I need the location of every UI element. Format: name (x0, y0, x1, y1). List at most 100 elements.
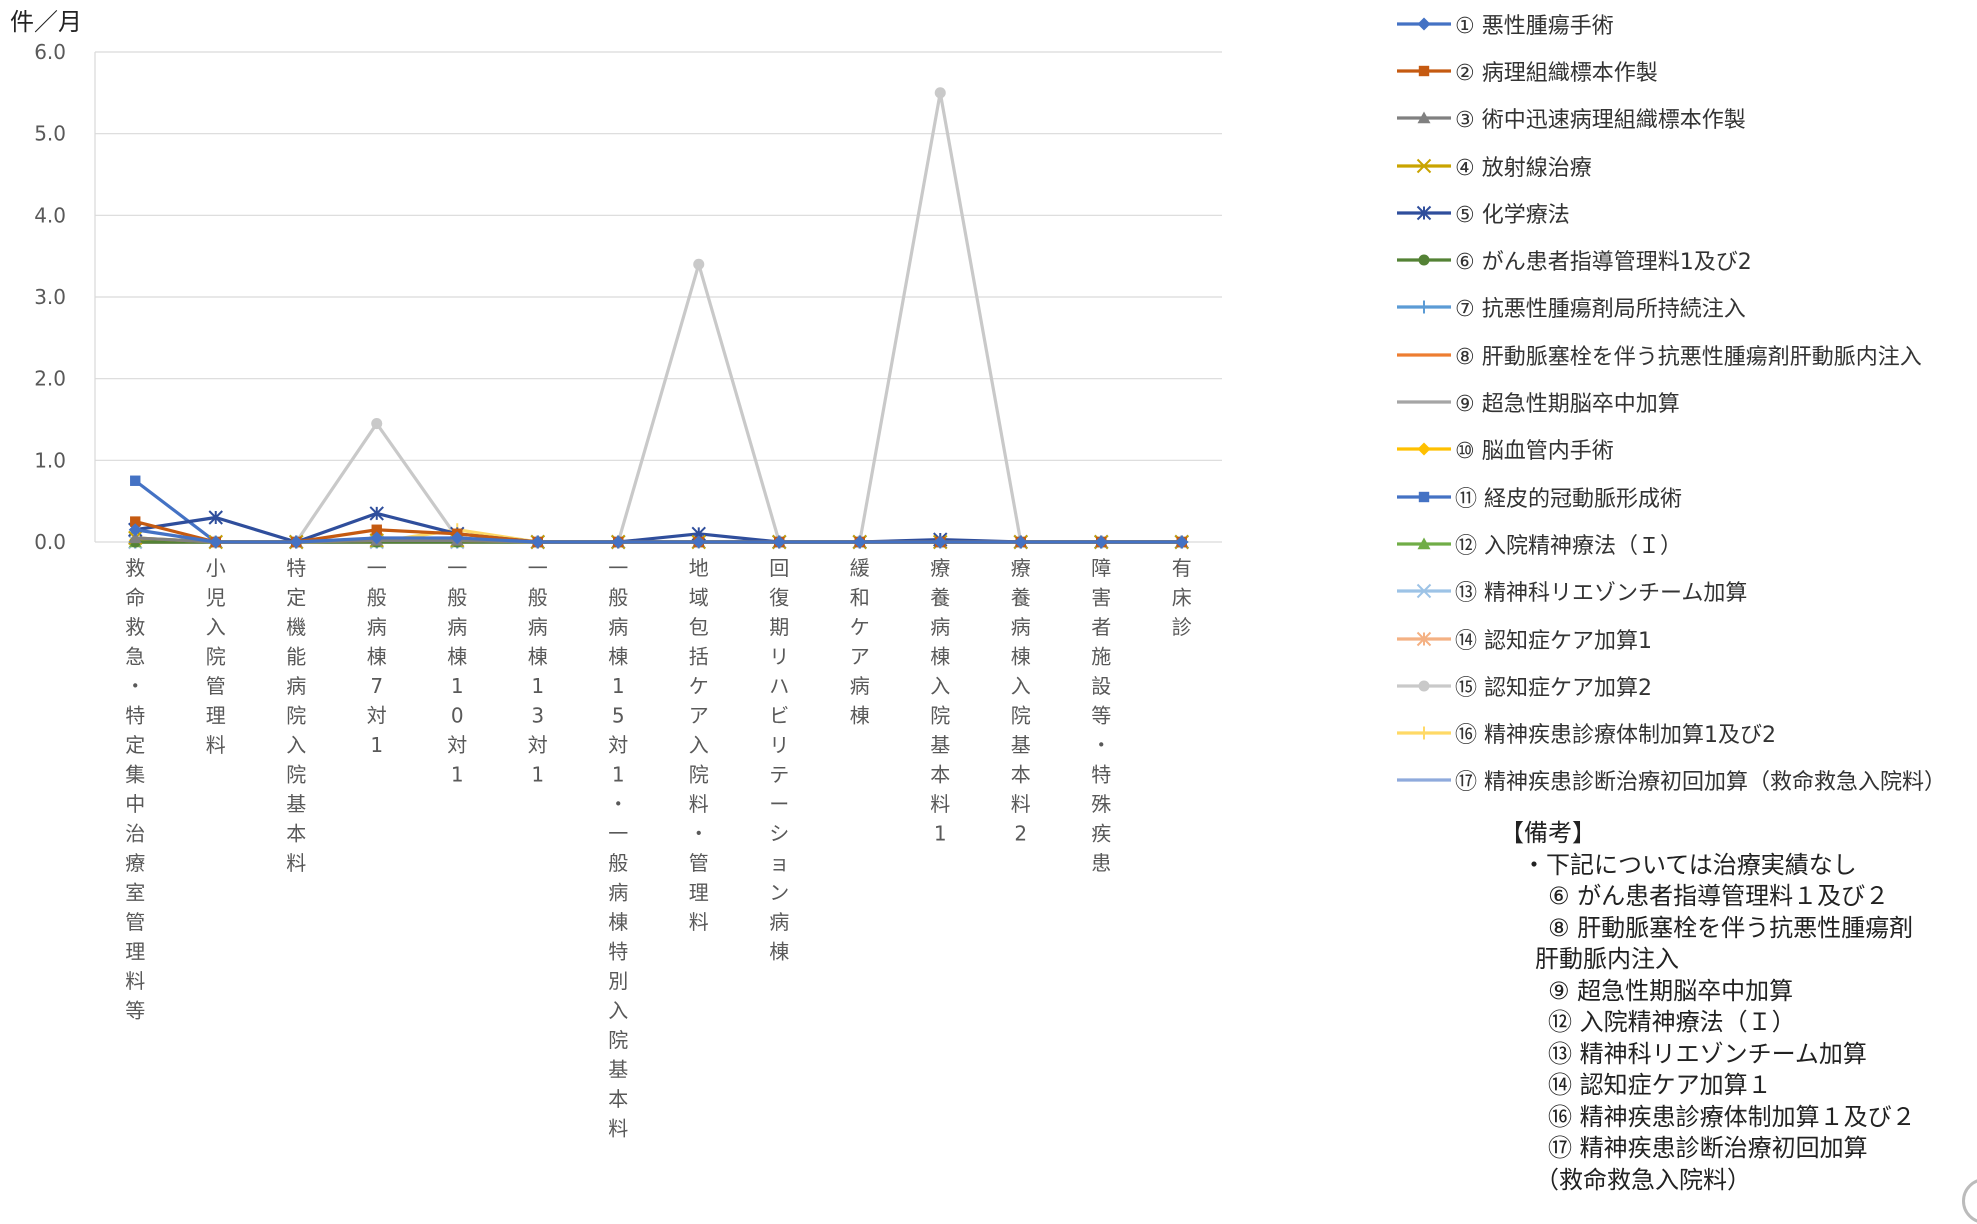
legend-label: ⑦ 抗悪性腫瘍剤局所持続注入 (1455, 297, 1746, 323)
legend-label: ② 病理組織標本作製 (1455, 60, 1658, 86)
legend-swatch (1397, 65, 1451, 77)
legend-item: ⑪ 経皮的冠動脈形成術 (1395, 473, 1975, 520)
legend-swatch (1397, 17, 1451, 31)
data-point (128, 523, 142, 537)
x-tick-label: 療養病棟入院基本料 1 (930, 556, 950, 846)
x-tick-label: 特定機能病院入院基本料 (286, 556, 306, 875)
legend-swatch (1397, 491, 1451, 502)
data-point (289, 535, 303, 549)
data-point (128, 531, 142, 544)
legend-item: ⑨ 超急性期脳卒中加算 (1395, 378, 1975, 425)
y-tick-label: 3.0 (34, 285, 66, 309)
x-tick-label: 一般病棟 1 0 対 1 (447, 556, 467, 787)
data-point (692, 535, 706, 549)
legend-swatch (1397, 778, 1451, 782)
data-point (370, 531, 384, 545)
remarks-item: ⑯ 精神疾患診療体制加算１及び２ (1548, 1102, 1916, 1131)
y-tick-label: 1.0 (34, 448, 66, 472)
remarks-item: 肝動脈内注入 (1535, 945, 1679, 973)
data-point (1418, 254, 1430, 266)
legend-item: ⑮ 認知症ケア加算2 (1395, 662, 1975, 709)
remarks-item: ⑨ 超急性期脳卒中加算 (1548, 976, 1794, 1005)
remarks-box: 【備考】 ・下記については治療実績なし ⑥ がん患者指導管理料１及び２ ⑧ 肝動… (1500, 818, 1916, 1196)
remarks-item: ⑬ 精神科リエゾンチーム加算 (1548, 1039, 1867, 1068)
data-point (1417, 111, 1431, 124)
legend-item: ⑫ 入院精神療法（Ｉ） (1395, 520, 1975, 567)
y-tick-label: 5.0 (34, 122, 66, 146)
legend-swatch (1397, 300, 1451, 314)
legend-swatch (1397, 254, 1451, 266)
data-point (1418, 65, 1430, 77)
series-line (135, 91, 1182, 544)
remarks-item: ⑭ 認知症ケア加算１ (1548, 1071, 1772, 1099)
data-point (1094, 535, 1108, 549)
remarks-item: ⑥ がん患者指導管理料１及び２ (1548, 882, 1890, 910)
x-tick-label: 一般病棟 1 3 対 1 (528, 556, 548, 787)
data-point (1416, 631, 1432, 646)
data-point (1417, 442, 1431, 456)
legend-swatch (1397, 442, 1451, 456)
legend-label: ⑮ 認知症ケア加算2 (1455, 675, 1652, 701)
y-tick-label: 6.0 (34, 40, 66, 64)
legend-item: ⑤ 化学療法 (1395, 189, 1975, 236)
legend-label: ① 悪性腫瘍手術 (1455, 13, 1614, 39)
data-point (853, 535, 867, 549)
legend-label: ⑬ 精神科リエゾンチーム加算 (1455, 581, 1748, 607)
legend-label: ④ 放射線治療 (1455, 155, 1592, 181)
data-point (371, 524, 382, 535)
data-point (1417, 17, 1431, 31)
data-point (933, 535, 947, 549)
data-point (369, 506, 384, 521)
series-1 (128, 523, 1189, 549)
x-tick-label: 有床診 (1172, 556, 1192, 639)
x-tick-label: 救命救急・特定集中治療室管理料等 (125, 556, 145, 1023)
remarks-intro: ・下記については治療実績なし (1522, 850, 1857, 879)
y-tick-label: 0.0 (34, 530, 66, 554)
legend-swatch (1397, 353, 1451, 357)
remarks-item: ⑧ 肝動脈塞栓を伴う抗悪性腫瘍剤 (1548, 913, 1914, 942)
x-tick-label: 回復期リハビリテーション病棟 (769, 556, 789, 964)
x-tick-label: 緩和ケア病棟 (850, 556, 870, 728)
legend-swatch (1397, 583, 1451, 599)
data-point (208, 510, 223, 525)
data-point (1417, 726, 1431, 740)
remarks-title: 【備考】 (1500, 819, 1596, 847)
legend-item: ⑬ 精神科リエゾンチーム加算 (1395, 568, 1975, 615)
legend-item: ③ 術中迅速病理組織標本作製 (1395, 95, 1975, 142)
legend-item: ⑭ 認知症ケア加算1 (1395, 615, 1975, 662)
legend-swatch (1397, 680, 1451, 692)
x-tick-label: 療養病棟入院基本料 2 (1011, 556, 1031, 846)
data-point (130, 475, 141, 486)
data-point (1417, 300, 1431, 314)
data-point (1416, 205, 1432, 221)
remarks-item: （救命救急入院料） (1535, 1165, 1751, 1194)
x-tick-label: 一般病棟 1 5 対 1 ・一般病棟特別入院基本料 (608, 556, 628, 1141)
data-point (1418, 491, 1430, 502)
legend-swatch (1397, 111, 1451, 124)
x-tick-label: 一般病棟 7 対 1 (367, 556, 387, 757)
data-point (1417, 537, 1431, 550)
legend-swatch (1397, 400, 1451, 404)
x-tick-label: 障害者施設等・特殊疾患 (1091, 556, 1111, 875)
data-point (130, 516, 141, 527)
data-point (450, 531, 464, 545)
series-15 (129, 87, 1188, 548)
legend-label: ⑪ 経皮的冠動脈形成術 (1455, 486, 1682, 512)
legend-swatch (1397, 205, 1451, 221)
legend-label: ⑭ 認知症ケア加算1 (1455, 628, 1652, 654)
data-point (1416, 158, 1432, 173)
data-point (1175, 535, 1189, 549)
data-point (611, 535, 625, 549)
legend-label: ⑧ 肝動脈塞栓を伴う抗悪性腫瘍剤肝動脈内注入 (1455, 344, 1922, 370)
legend-item: ⑦ 抗悪性腫瘍剤局所持続注入 (1395, 284, 1975, 331)
series-line (135, 528, 1182, 544)
legend-item: ① 悪性腫瘍手術 (1395, 0, 1975, 47)
data-point (209, 535, 223, 549)
data-point (1014, 535, 1028, 549)
series-line (134, 479, 1182, 544)
page-number-badge (1962, 1178, 1977, 1224)
legend-label: ⑯ 精神疾患診療体制加算1及び2 (1455, 723, 1776, 749)
data-point (1416, 583, 1432, 599)
legend-swatch (1397, 631, 1451, 646)
legend-item: ⑧ 肝動脈塞栓を伴う抗悪性腫瘍剤肝動脈内注入 (1395, 331, 1975, 378)
